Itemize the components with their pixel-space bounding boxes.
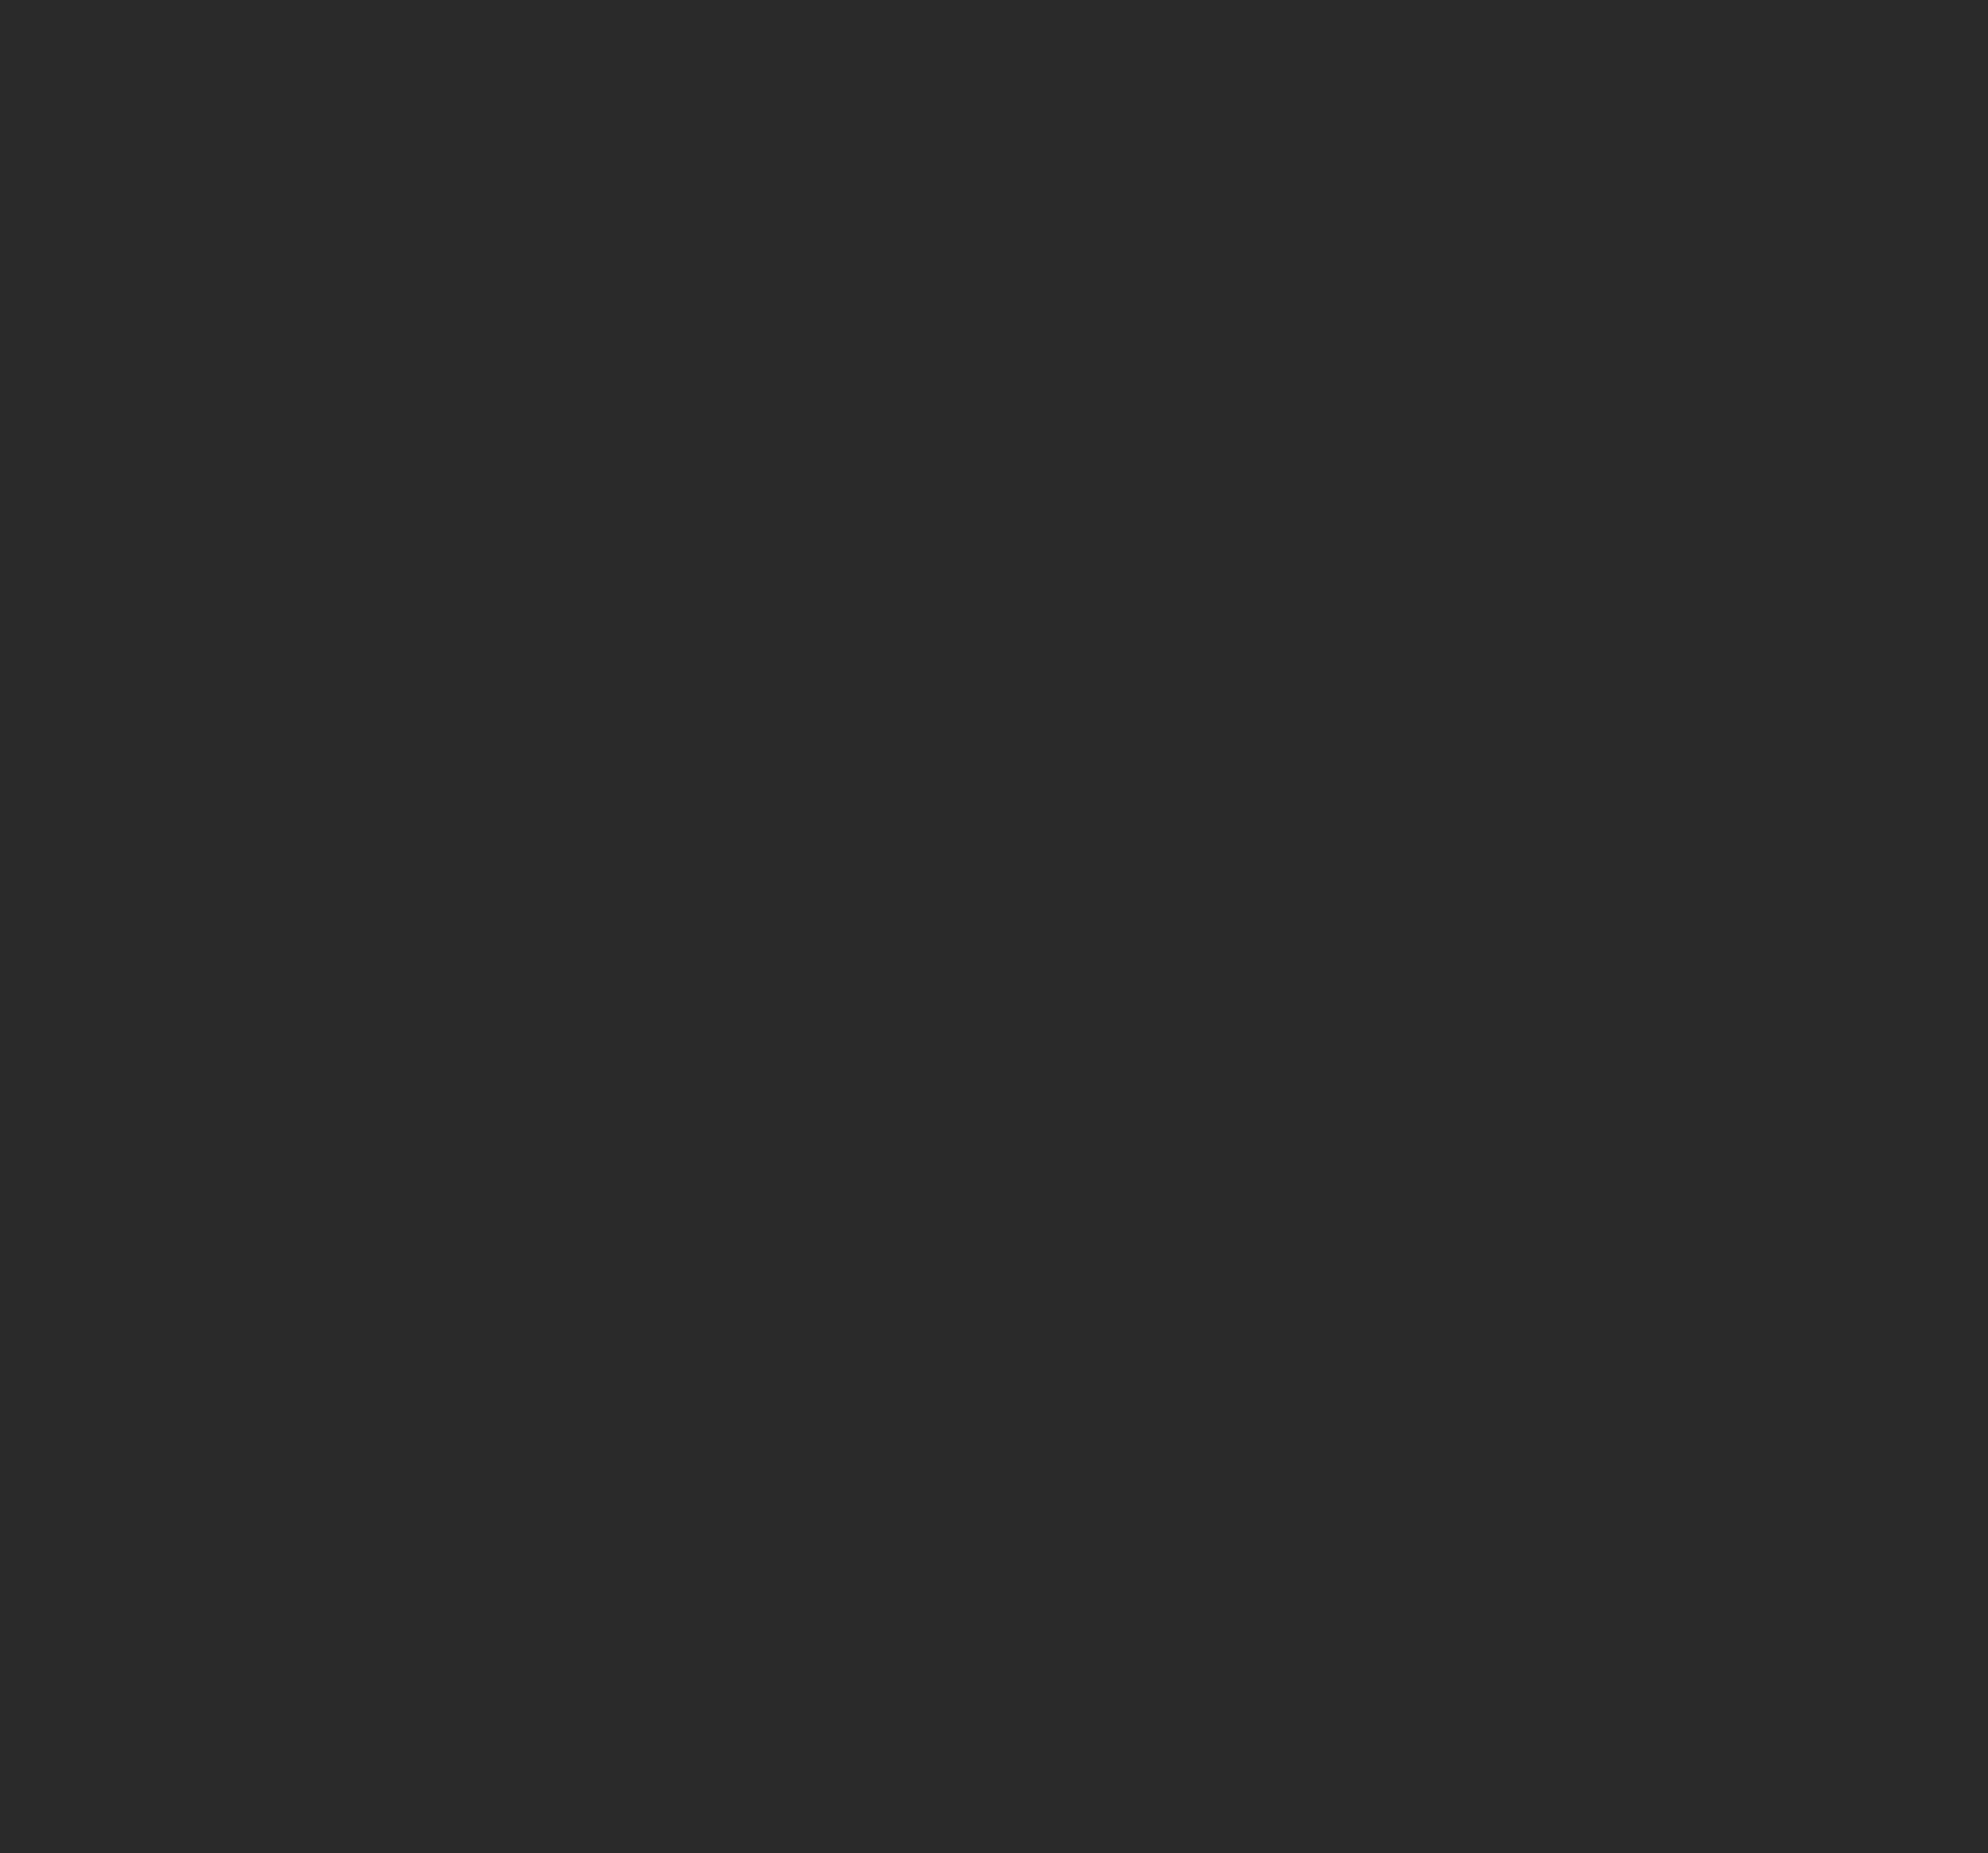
card-grid — [0, 0, 1988, 1853]
